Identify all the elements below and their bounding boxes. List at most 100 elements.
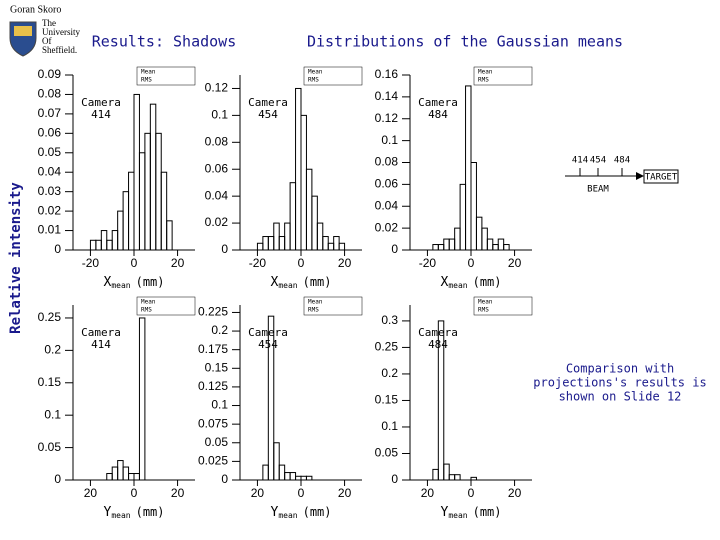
x-tick-label: 20 [508,486,522,500]
camera-number: 454 [258,338,278,351]
x-tick-label: 20 [84,486,98,500]
stats-label: RMS [141,77,152,84]
histogram-bin [166,220,173,251]
histogram-bin [454,474,461,481]
x-label-main: Y [441,505,449,520]
stats-label: Mean [478,299,493,306]
x-tick-label: 20 [508,256,522,270]
y-tick-label: 0 [391,472,398,486]
y-tick-label: 0.08 [205,134,229,148]
x-label-main: X [271,275,279,290]
stats-label: RMS [478,77,489,84]
x-label-unit: (mm) [303,505,332,519]
y-tick-label: 0.175 [198,342,228,356]
y-tick-label: 0.12 [205,81,229,95]
y-tick-label: 0 [391,242,398,256]
x-axis-label: Xmean (mm) [441,275,502,290]
histogram-bin [470,476,477,481]
y-tick-label: 0.1 [381,133,398,147]
x-axis-label: Ymean (mm) [271,505,332,520]
y-tick-label: 0.15 [375,393,399,407]
y-tick-label: 0.02 [38,203,62,217]
camera-label: Camera [418,326,458,339]
x-label-sub: mean [278,281,297,290]
histogram-bin [305,475,313,481]
histogram-bin [338,242,346,251]
x-label-main: Y [271,505,279,520]
stats-label: Mean [478,69,493,76]
y-tick-label: 0.02 [375,220,399,234]
x-label-unit: (mm) [136,275,165,289]
y-tick-label: 0.07 [38,106,62,120]
y-tick-label: 0 [54,472,61,486]
x-label-unit: (mm) [136,505,165,519]
y-tick-label: 0.12 [375,111,399,125]
stats-label: RMS [308,77,319,84]
y-tick-label: 0.05 [38,440,62,454]
note: Comparison with projections's results is… [533,362,706,404]
camera-number: 414 [91,338,111,351]
x-axis-label: Xmean (mm) [271,275,332,290]
x-label-main: Y [104,505,112,520]
stats-label: RMS [308,307,319,314]
y-tick-label: 0.08 [38,87,62,101]
stats-box [136,66,196,86]
x-axis-label: Ymean (mm) [441,505,502,520]
histogram-bin [273,442,280,481]
x-tick-label: 0 [131,486,138,500]
author: Goran Skoro [10,4,61,15]
x-label-unit: (mm) [473,505,502,519]
histogram-bin [160,171,168,251]
y-tick-label: 0 [221,242,228,256]
note-line: projections's results is [533,376,706,390]
subtitle: Distributions of the Gaussian means [307,33,623,51]
histogram-bin [267,315,275,481]
camera-number: 414 [91,108,111,121]
setup-diagram: 414 454 484 TARGET BEAM [565,156,679,195]
y-tick-label: 0.14 [375,89,399,103]
y-tick-label: 0.04 [375,198,399,212]
x-label-unit: (mm) [303,275,332,289]
histogram-bin [503,244,510,251]
x-tick-label: 0 [131,256,138,270]
camera-label: Camera [81,326,121,339]
university-name: The University Of Sheffield. [42,18,80,55]
y-axis-label: Relative intensity [8,182,24,334]
y-tick-label: 0 [54,242,61,256]
x-tick-label: 0 [298,486,305,500]
x-label-sub: mean [448,511,467,520]
x-tick-label: 20 [338,486,352,500]
note-line: Comparison with [566,362,674,376]
stats-box [473,296,533,316]
x-tick-label: 20 [421,486,435,500]
y-tick-label: 0 [221,472,228,486]
histogram-bin [437,320,445,481]
camera-position: 484 [614,156,630,166]
stats-box [303,296,363,316]
y-tick-label: 0.25 [38,310,62,324]
y-tick-label: 0.2 [44,343,61,357]
camera-number: 484 [428,108,448,121]
stats-label: Mean [141,69,156,76]
y-tick-label: 0.09 [38,67,62,81]
y-tick-label: 0.03 [38,184,62,198]
y-tick-label: 0.02 [205,215,229,229]
y-tick-label: 0.04 [205,188,229,202]
histogram-bin [443,463,450,481]
note-line: shown on Slide 12 [559,390,682,404]
x-tick-label: 20 [171,256,185,270]
stats-label: Mean [308,299,323,306]
x-label-sub: mean [448,281,467,290]
camera-label: Camera [248,96,288,109]
camera-number: 454 [258,108,278,121]
y-tick-label: 0.05 [375,446,399,460]
crest-band [14,26,32,36]
x-tick-label: -20 [82,256,100,270]
x-tick-label: -20 [419,256,437,270]
target-label: TARGET [645,173,678,183]
y-tick-label: 0.06 [38,126,62,140]
x-tick-label: -20 [249,256,267,270]
x-tick-label: 20 [171,486,185,500]
